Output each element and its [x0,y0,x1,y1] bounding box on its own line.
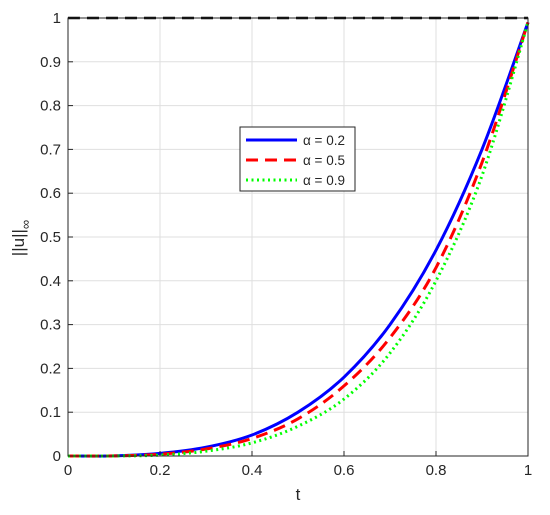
y-tick-label: 0.3 [40,317,61,334]
y-tick-label: 0.6 [40,185,61,202]
x-axis-ticks: 0 0.2 0.4 0.6 0.8 1 [64,451,532,479]
series-line-2 [67,21,530,458]
y-tick-label: 0 [53,448,61,465]
x-tick-label: 0.8 [426,462,447,479]
y-axis-label-main: ||u|| [9,229,28,256]
legend: α = 0.2 α = 0.5 α = 0.9 [239,126,356,192]
legend-label: α = 0.5 [303,153,345,168]
y-tick-label: 0.8 [40,98,61,115]
y-tick-label: 0.5 [40,229,61,246]
y-tick-label: 0.4 [40,273,61,290]
y-axis-label: ||u||∞ [9,220,33,256]
x-tick-label: 0.6 [334,462,355,479]
y-tick-label: 0.7 [40,141,61,158]
series-line-3 [67,21,530,458]
x-axis-label: t [296,485,301,504]
legend-label: α = 0.9 [303,173,345,188]
legend-box [239,126,356,192]
x-tick-label: 1 [524,462,532,479]
y-axis-label-subscript: ∞ [18,220,33,229]
y-tick-label: 0.9 [40,54,61,71]
x-tick-label: 0.4 [242,462,263,479]
x-tick-label: 0.2 [150,462,171,479]
legend-label: α = 0.2 [303,133,345,148]
series-line-1 [67,21,530,458]
grid [67,17,529,457]
y-tick-label: 0.2 [40,360,61,377]
y-tick-label: 0.1 [40,404,61,421]
y-tick-label: 1 [53,10,61,27]
svg-text:||u||∞: ||u||∞ [9,220,33,256]
x-tick-label: 0 [64,462,72,479]
y-axis-ticks: 0 0.1 0.2 0.3 0.4 0.5 0.6 0.7 0.8 0.9 1 [40,10,73,465]
